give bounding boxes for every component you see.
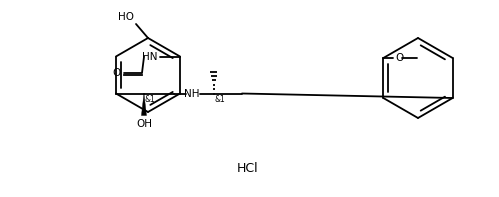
Text: O: O [395, 53, 404, 63]
Text: HN: HN [142, 51, 157, 61]
Text: &1: &1 [215, 95, 226, 103]
Text: NH: NH [184, 88, 200, 98]
Polygon shape [141, 94, 147, 115]
Text: OH: OH [136, 119, 152, 128]
Text: &1: &1 [145, 95, 156, 103]
Text: HCl: HCl [237, 162, 259, 175]
Text: HO: HO [118, 12, 134, 22]
Text: O: O [113, 68, 121, 77]
